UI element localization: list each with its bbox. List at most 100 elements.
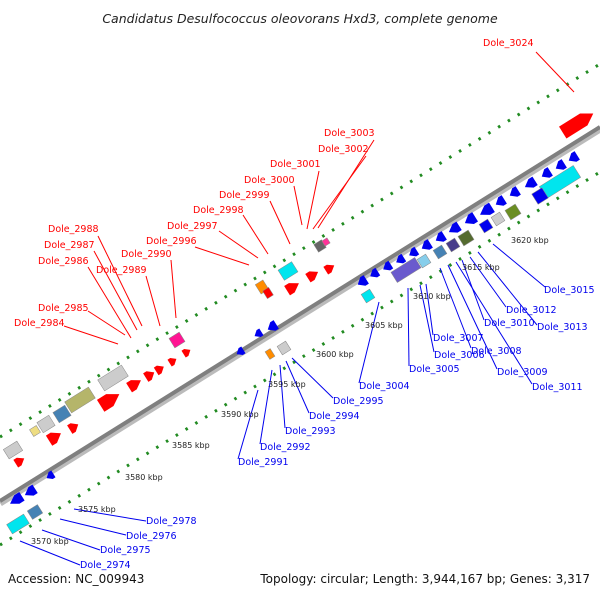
tick-marks [0,62,600,547]
gene-label: Dole_3013 [537,322,588,333]
gene-label: Dole_3002 [318,144,369,155]
reverse-gene-arrow [541,167,553,178]
label-leader [407,287,410,367]
label-leader [93,250,138,331]
reverse-gene-arrow [236,346,246,355]
label-leader [218,230,259,259]
gene-label: Dole_3011 [532,382,583,393]
scale-labels: 3570 kbp 3575 kbp 3580 kbp 3585 kbp 3590 kbp… [31,236,549,546]
outer-tick-row [0,62,600,439]
label-leader [259,369,273,445]
forward-gene-arrow [305,271,319,283]
map-title: Candidatus Desulfococcus oleovorans Hxd3… [102,11,498,26]
gene-label: Dole_3004 [359,381,410,392]
reverse-gene-arrow [370,267,381,278]
label-leader [447,264,498,370]
gene-label: Dole_3010 [484,318,535,329]
gene-label: Dole_2999 [219,190,270,201]
gene-features [2,113,594,535]
reverse-gene-arrow [480,202,495,215]
gene-box-magenta [168,331,186,349]
label-leader [170,259,177,319]
forward-gene-arrow [143,371,155,382]
forward-gene-arrow [323,264,335,275]
reverse-gene-arrow [396,253,407,264]
scale-label: 3590 kbp [221,410,259,419]
forward-gene-arrow [13,457,25,468]
gene-box-cyan [6,513,30,535]
gene-box-purple [390,257,422,283]
gene-label: Dole_2995 [333,396,384,407]
scale-label: 3600 kbp [316,350,354,359]
gene-label: Dole_3012 [506,305,557,316]
gene-label: Dole_3006 [434,350,485,361]
label-leader [41,529,101,551]
gene-box-khaki [29,425,41,437]
label-leader [358,301,380,384]
reverse-gene-arrow [448,221,462,233]
gene-box-orange [264,348,276,360]
gene-label: Dole_2986 [38,256,89,267]
gene-box-lightgray [36,414,56,434]
gene-label: Dole_2997 [167,221,218,232]
gene-label: Dole_2998 [193,205,244,216]
scale-label: 3575 kbp [78,505,116,514]
label-leader [469,256,507,308]
label-leader [492,243,546,288]
gene-label: Dole_2994 [309,411,360,422]
label-leader [242,214,269,255]
reverse-gene-arrow [435,231,447,242]
gene-box-slate [445,237,461,253]
gene-label: Dole_2978 [146,516,197,527]
reverse-gene-arrow [464,212,479,225]
scale-label: 3615 kbp [462,263,500,272]
gene-label: Dole_2987 [44,240,95,251]
backbone-core [0,125,600,503]
reverse-gene-arrow [254,328,264,337]
gene-label: Dole_2993 [285,426,336,437]
reverse-gene-arrow [46,470,56,479]
gene-box-lightgray [490,211,506,227]
forward-gene-arrow [67,423,79,434]
gene-box-blue [478,218,494,234]
reverse-gene-arrow [357,275,369,286]
gene-box-olive [504,203,522,221]
label-leader [269,200,291,245]
forward-gene-arrow [45,432,61,446]
label-leader [312,155,367,230]
label-leader [237,389,259,460]
gene-box-lightgray [2,440,24,460]
forward-gene-arrow [559,113,594,139]
forward-gene-arrow [126,380,141,393]
gene-box-darkolive [457,229,475,247]
gene-box-lightgray [276,340,292,356]
label-leader [285,360,310,414]
label-leader [19,540,81,566]
gene-label: Dole_3009 [497,367,548,378]
label-leader [194,246,250,266]
label-leader [87,310,126,336]
gene-box-pink [321,237,331,247]
inner-tick-row [0,170,600,547]
gene-box-lightgray [97,364,129,392]
reverse-gene-arrow [555,159,567,170]
reverse-gene-arrow [524,176,538,188]
label-leader [439,267,472,349]
gene-box-olive [64,386,96,414]
gene-label: Dole_3024 [483,38,534,49]
reverse-gene-arrow [421,239,433,250]
label-leader [291,357,334,399]
gene-label: Dole_2992 [260,442,311,453]
label-leader [73,508,147,522]
label-leader [63,325,119,345]
label-leader [419,284,435,353]
scale-label: 3605 kbp [365,321,403,330]
scale-label: 3585 kbp [172,441,210,450]
gene-box-skyblue [416,253,432,269]
gene-label: Dole_2991 [238,457,289,468]
label-leader [145,275,161,327]
label-leader [59,518,127,536]
genome-summary-text: Topology: circular; Length: 3,944,167 bp… [260,572,590,586]
gene-label: Dole_3008 [471,346,522,357]
scale-label: 3570 kbp [31,537,69,546]
